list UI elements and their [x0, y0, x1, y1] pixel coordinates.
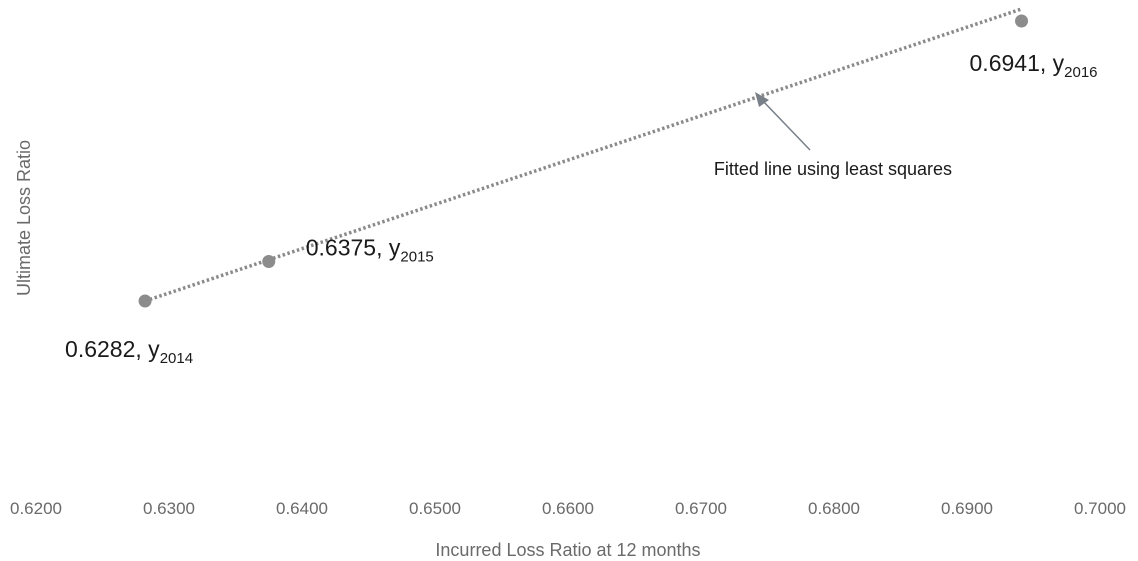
data-point	[138, 294, 152, 308]
x-tick-label: 0.6600	[542, 499, 594, 518]
trendline-annotation: Fitted line using least squares	[714, 159, 952, 179]
x-axis-title: Incurred Loss Ratio at 12 months	[435, 540, 700, 560]
point-label: 0.6941, y2016	[970, 50, 1098, 81]
x-tick-label: 0.6400	[276, 499, 328, 518]
data-points	[138, 14, 1029, 308]
point-labels: 0.6282, y2014 0.6375, y2015 0.6941, y2016	[65, 50, 1097, 367]
x-tick-label: 0.6700	[675, 499, 727, 518]
point-label: 0.6375, y2015	[306, 234, 434, 265]
fitted-trendline	[144, 7, 1023, 303]
y-axis-title: Ultimate Loss Ratio	[14, 140, 34, 296]
x-tick-label: 0.6500	[409, 499, 461, 518]
data-point	[1015, 14, 1029, 28]
x-tick-label: 0.6900	[941, 499, 993, 518]
x-tick-label: 0.6800	[808, 499, 860, 518]
point-label: 0.6282, y2014	[65, 336, 193, 367]
x-tick-label: 0.6200	[10, 499, 62, 518]
x-tick-label: 0.7000	[1074, 499, 1126, 518]
x-tick-labels: 0.6200 0.6300 0.6400 0.6500 0.6600 0.6700 0.68…	[10, 499, 1126, 518]
annotation-arrow	[755, 92, 811, 151]
x-tick-label: 0.6300	[143, 499, 195, 518]
data-point	[262, 254, 276, 268]
